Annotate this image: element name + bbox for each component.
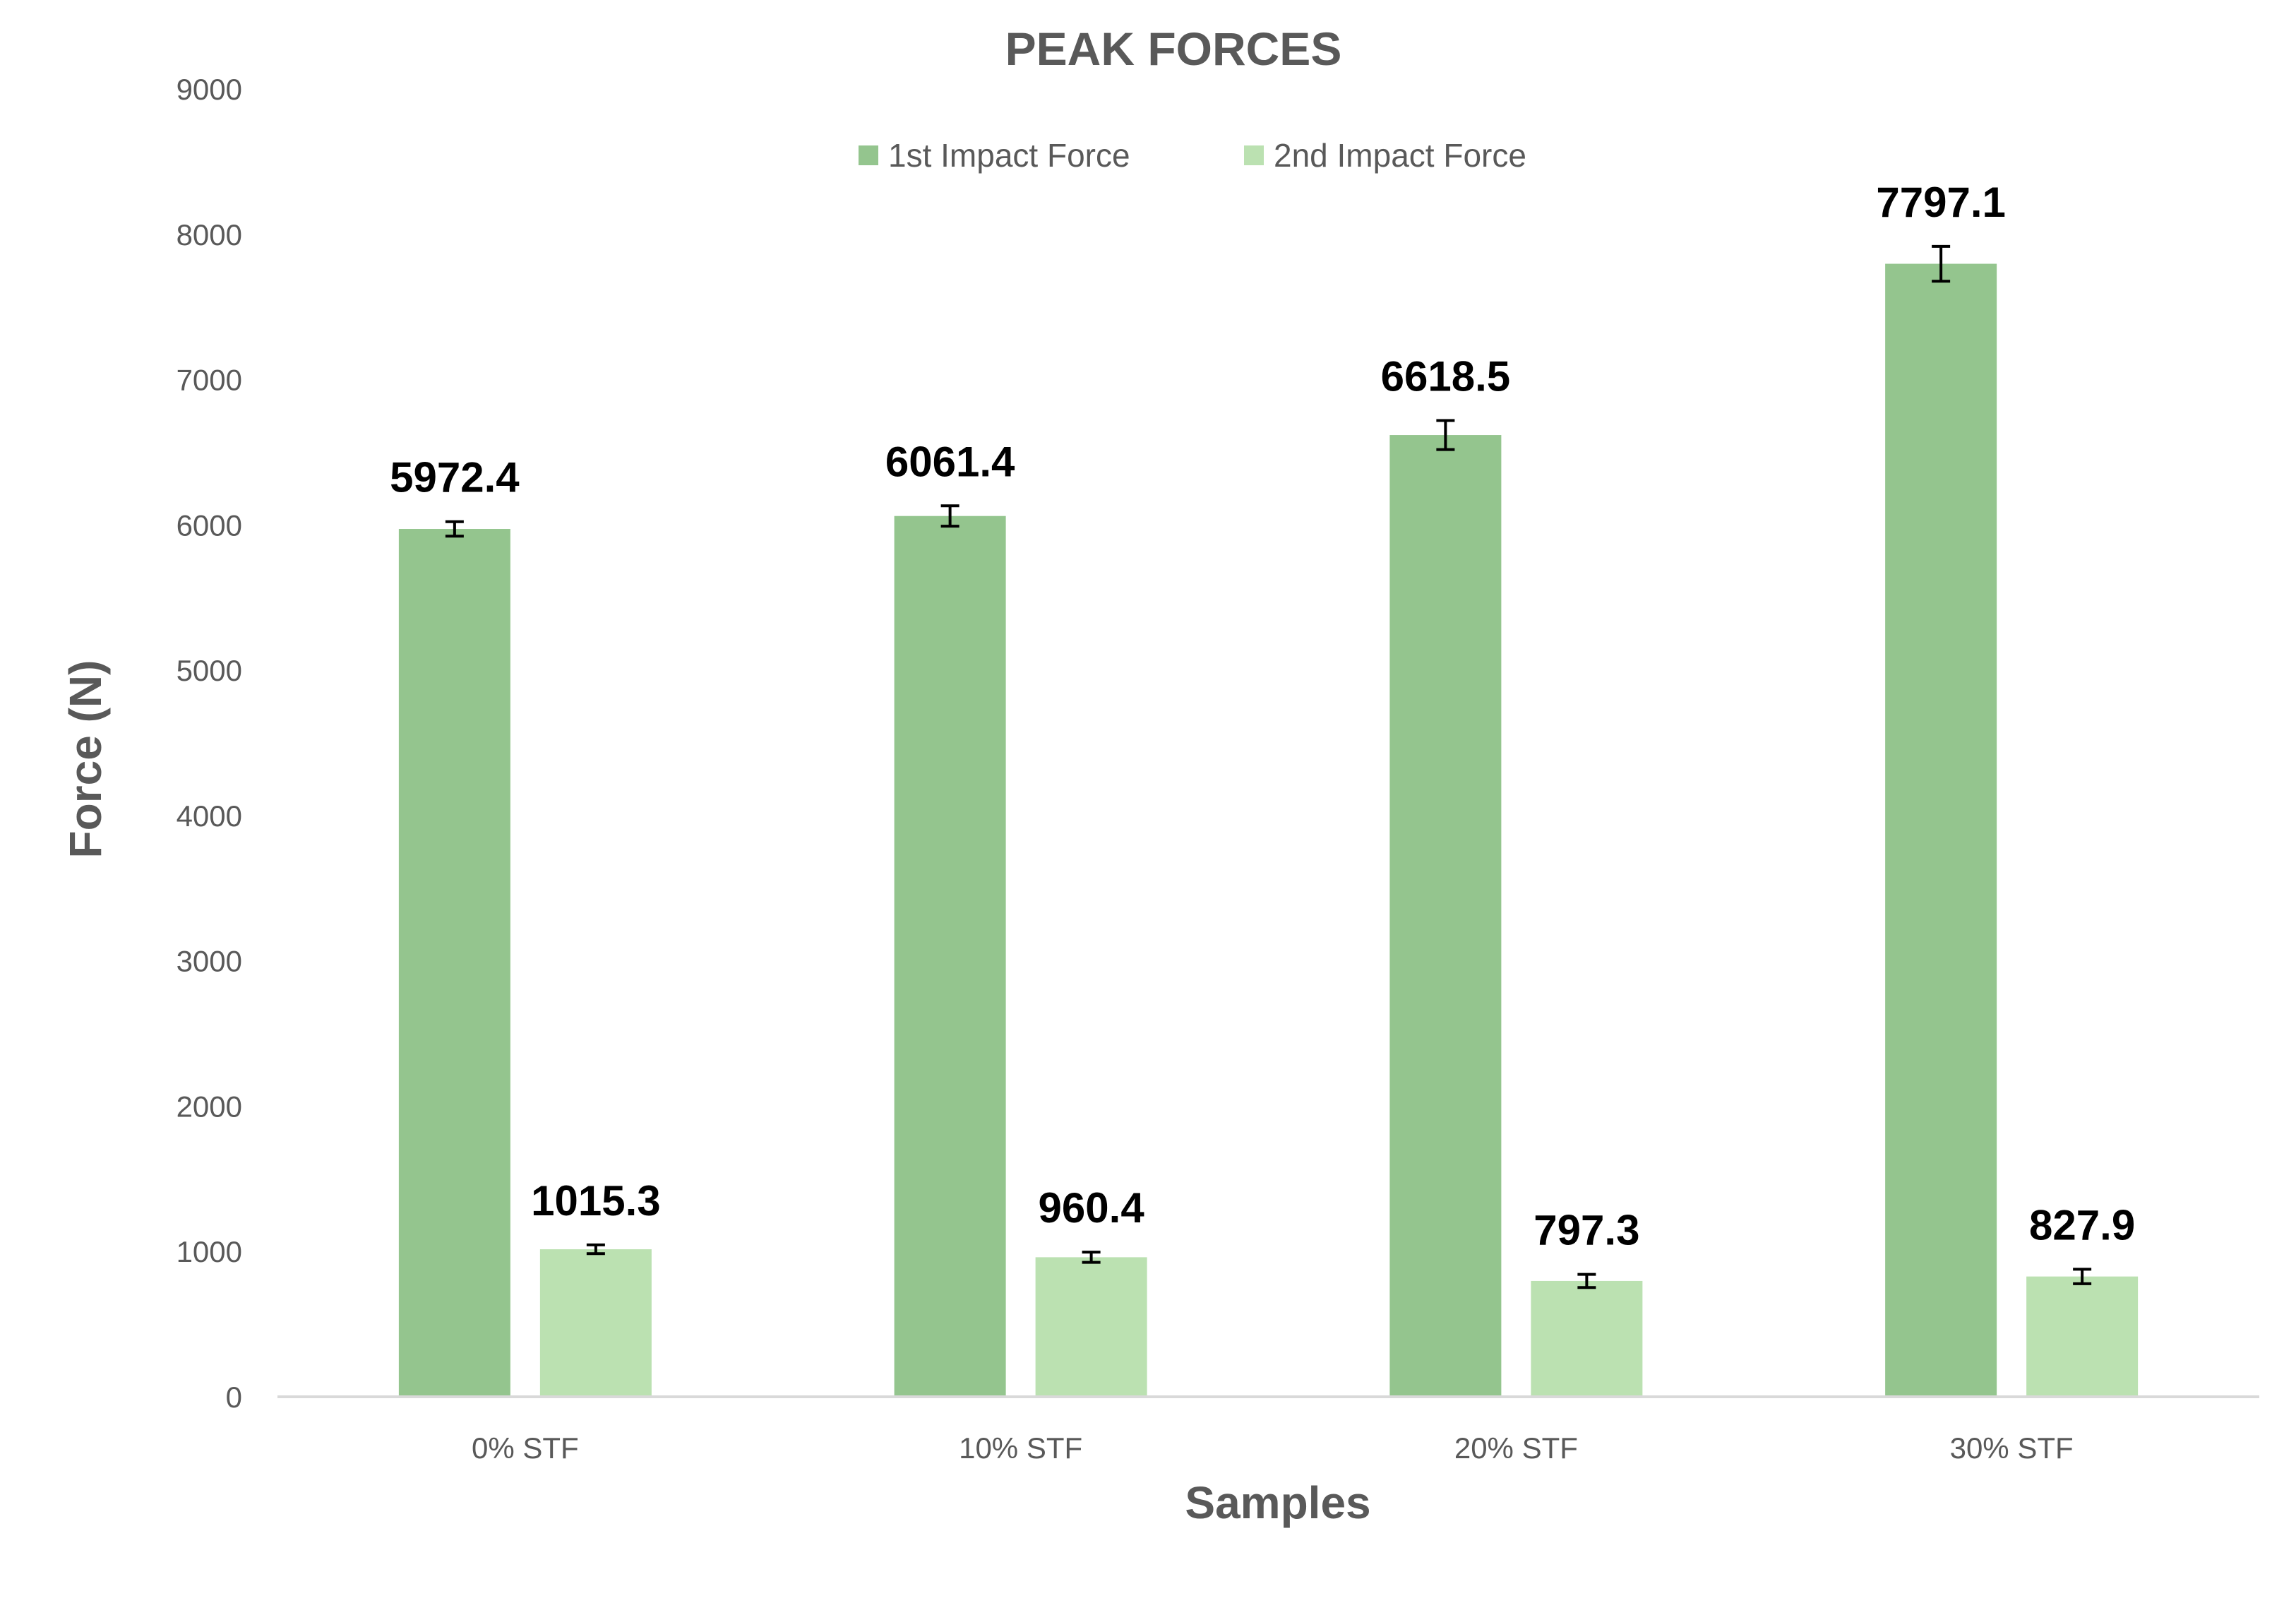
legend: 1st Impact Force 2nd Impact Force (859, 137, 1526, 174)
x-category-label: 10% STF (959, 1431, 1082, 1465)
data-label: 827.9 (2029, 1201, 2135, 1249)
legend-swatch-2nd-impact (1244, 145, 1264, 165)
x-category-label: 20% STF (1454, 1431, 1578, 1465)
legend-label-2nd-impact: 2nd Impact Force (1274, 137, 1526, 174)
y-tick-label: 4000 (177, 799, 242, 833)
legend-swatch-1st-impact (859, 145, 878, 165)
error-bar (1932, 244, 1951, 283)
data-label: 5972.4 (390, 454, 520, 501)
y-tick-label: 1000 (177, 1235, 242, 1268)
error-bar (2073, 1268, 2092, 1285)
bar-first-impact (894, 516, 1006, 1398)
bar-second-impact (2026, 1276, 2139, 1397)
x-category-label: 0% STF (472, 1431, 579, 1465)
error-bar (1082, 1251, 1101, 1264)
data-label: 6061.4 (885, 438, 1015, 485)
bar-first-impact (1389, 435, 1502, 1397)
category-labels: 0% STF 10% STF 20% STF 30% STF (472, 1431, 2074, 1465)
error-bar (1577, 1273, 1596, 1289)
bar-second-impact (1035, 1257, 1147, 1397)
bar-first-impact (398, 529, 510, 1397)
y-tick-label: 7000 (177, 364, 242, 397)
y-tick-label: 0 (226, 1381, 242, 1414)
bars-group (398, 263, 2139, 1398)
x-axis-title: Samples (1185, 1477, 1370, 1528)
bar-second-impact (1531, 1280, 1643, 1397)
legend-label-1st-impact: 1st Impact Force (888, 137, 1130, 174)
data-label: 6618.5 (1381, 352, 1511, 400)
y-tick-label: 6000 (177, 508, 242, 542)
y-tick-label: 9000 (177, 73, 242, 106)
y-tick-label: 3000 (177, 945, 242, 978)
chart-title: PEAK FORCES (1005, 23, 1342, 75)
error-bar (1436, 419, 1455, 451)
bar-second-impact (539, 1249, 652, 1397)
data-label: 7797.1 (1876, 179, 2006, 226)
y-tick-label: 5000 (177, 654, 242, 687)
error-bar (940, 504, 959, 528)
y-axis-title: Force (N) (60, 660, 111, 859)
bar-first-impact (1885, 263, 1997, 1398)
y-tick-label: 2000 (177, 1090, 242, 1123)
y-axis-ticks: 0 1000 2000 3000 4000 5000 6000 7000 8000 9000 (177, 73, 242, 1414)
data-label: 960.4 (1039, 1184, 1145, 1232)
x-category-label: 30% STF (1950, 1431, 2074, 1465)
data-label: 1015.3 (531, 1177, 661, 1224)
error-bar (586, 1243, 605, 1256)
data-label: 797.3 (1533, 1207, 1639, 1254)
data-labels-group: 5972.4 1015.3 6061.4 960.4 6618.5 797.3 7797.1… (390, 179, 2135, 1254)
y-tick-label: 8000 (177, 218, 242, 251)
error-bar (445, 520, 464, 538)
error-bars-group (445, 244, 2092, 1289)
